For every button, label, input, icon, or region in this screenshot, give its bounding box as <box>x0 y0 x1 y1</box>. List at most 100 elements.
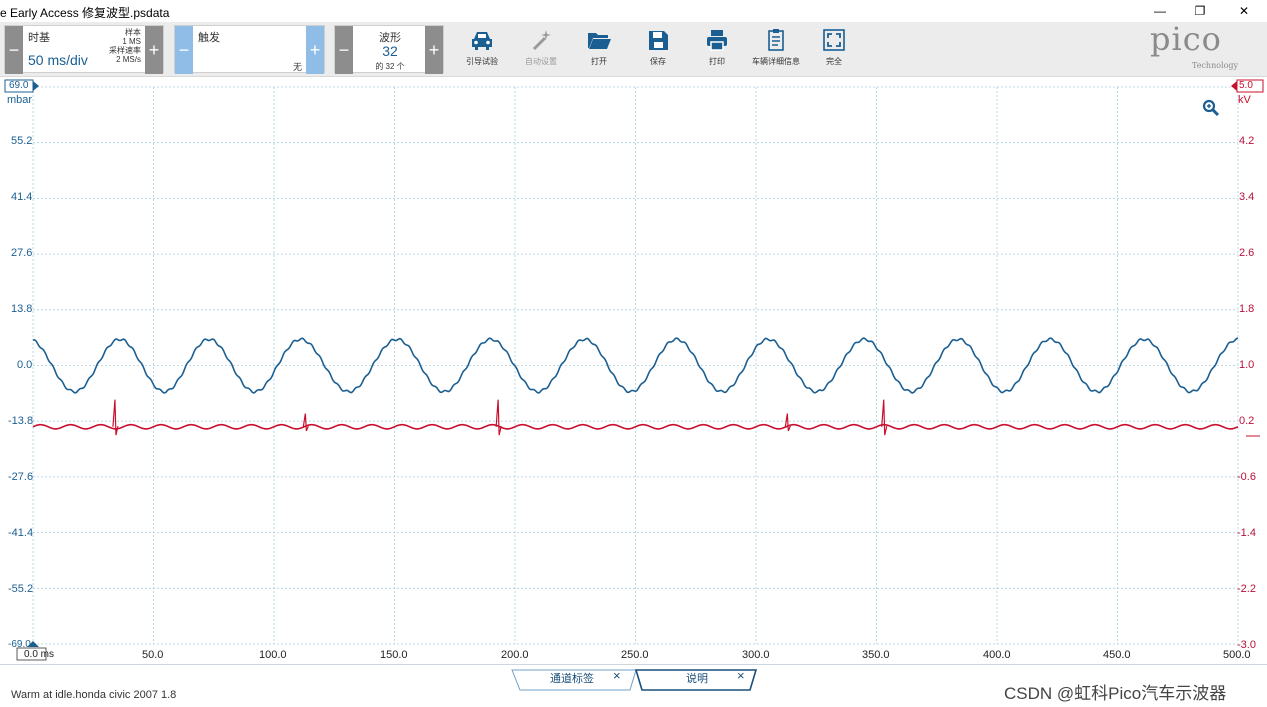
right-top-marker-label[interactable]: 5.0 <box>1239 80 1253 91</box>
x-tick-label: 500.0 <box>1223 649 1251 661</box>
left-tick-label: -13.8 <box>8 415 34 427</box>
waveform-next-button[interactable]: + <box>425 26 443 74</box>
watermark: CSDN @虹科Pico汽车示波器 <box>1004 684 1227 703</box>
ignition-spike <box>302 413 309 432</box>
ignition-spike <box>495 399 502 436</box>
x-tick-label: 250.0 <box>621 649 649 661</box>
fullscreen-label: 完全 <box>826 57 842 66</box>
guided-test-button[interactable]: 引导试验 <box>455 25 509 73</box>
left-unit-label: mbar <box>7 94 33 106</box>
right-tick-label: 3.4 <box>1239 191 1255 203</box>
right-tick-label: -2.2 <box>1237 583 1256 595</box>
x-tick-label: 100.0 <box>259 649 287 661</box>
x-origin-label: 0.0 ms <box>24 649 55 660</box>
sample-info: 样本 1 MS 采样速率 2 MS/s <box>109 28 141 64</box>
tab-notes[interactable]: 说明 <box>686 670 708 689</box>
vehicle-details-button[interactable]: 车辆详细信息 <box>749 25 803 73</box>
auto-setup-button[interactable]: 自动设置 <box>514 25 568 73</box>
open-button[interactable]: 打开 <box>572 25 626 73</box>
left-tick-label: 55.2 <box>11 135 33 147</box>
logo-text: pico <box>1150 20 1222 58</box>
guided-test-label: 引导试验 <box>466 57 498 66</box>
tab-shapes <box>511 669 758 691</box>
save-button[interactable]: 保存 <box>631 25 685 73</box>
trigger-control: − 触发 无 + <box>174 25 325 74</box>
right-tick-label: -3.0 <box>1237 639 1256 651</box>
ignition-spike <box>112 399 119 436</box>
left-top-marker-label[interactable]: 69.0 <box>9 80 29 91</box>
timebase-increase-button[interactable]: + <box>145 26 163 74</box>
car-icon <box>472 32 492 50</box>
magic-wand-icon <box>532 30 551 51</box>
auto-setup-label: 自动设置 <box>525 57 557 66</box>
waveform-previous-button[interactable]: − <box>335 26 353 74</box>
left-tick-label: 27.6 <box>11 247 33 259</box>
rate-value: 2 MS/s <box>116 55 141 64</box>
channel-b-trace <box>32 423 1239 430</box>
waveform-count: 的 32 个 <box>375 62 405 71</box>
folder-open-icon <box>588 33 611 49</box>
bottom-panel: 通道标签 × 说明 × Warm at idle.honda civic 200… <box>0 664 1267 707</box>
left-top-marker <box>4 79 39 93</box>
ignition-spike <box>784 413 791 432</box>
right-tick-label: 0.2 <box>1239 415 1255 427</box>
left-tick-label: 0.0 <box>17 359 33 371</box>
timebase-value[interactable]: 50 ms/div <box>28 52 88 68</box>
trigger-decrease-button[interactable]: − <box>175 26 193 74</box>
left-tick-label: -55.2 <box>8 583 34 595</box>
fullscreen-button[interactable]: 完全 <box>807 25 861 73</box>
timebase-decrease-button[interactable]: − <box>5 26 23 74</box>
tab-channel-labels[interactable]: 通道标签 <box>550 670 594 689</box>
tab-notes-close-button[interactable]: × <box>737 668 745 683</box>
rate-label: 采样速率 <box>109 46 141 55</box>
close-button[interactable]: ✕ <box>1238 4 1250 18</box>
title-bar: e Early Access 修复波型.psdata — ❐ ✕ <box>0 0 1267 22</box>
save-label: 保存 <box>650 57 666 66</box>
timebase-label: 时基 <box>28 32 50 44</box>
print-label: 打印 <box>709 57 725 66</box>
right-tick-label: 4.2 <box>1239 135 1255 147</box>
waveform-label: 波形 <box>379 32 401 44</box>
maximize-button[interactable]: ❐ <box>1194 4 1206 18</box>
left-tick-label: 41.4 <box>11 191 33 203</box>
plot-grid <box>32 86 1239 645</box>
x-tick-label: 150.0 <box>380 649 408 661</box>
print-button[interactable]: 打印 <box>690 25 744 73</box>
notes-text: Warm at idle.honda civic 2007 1.8 <box>11 689 177 701</box>
toolbar: − 时基 50 ms/div 样本 1 MS 采样速率 2 MS/s + − 触… <box>0 20 1267 77</box>
samples-label: 样本 <box>125 28 141 37</box>
pico-logo: pico Technology <box>1150 20 1260 70</box>
trigger-increase-button[interactable]: + <box>306 26 324 74</box>
right-top-marker <box>1231 79 1264 93</box>
scope-plot[interactable] <box>0 78 1267 663</box>
zoom-icon <box>1202 99 1220 117</box>
right-tick-label: 2.6 <box>1239 247 1255 259</box>
trigger-label: 触发 <box>198 32 220 44</box>
right-tick-label: -1.4 <box>1237 527 1256 539</box>
x-tick-label: 50.0 <box>142 649 164 661</box>
fullscreen-icon <box>823 29 845 51</box>
left-tick-label: -41.4 <box>8 527 34 539</box>
right-tick-label: -0.6 <box>1237 471 1256 483</box>
left-tick-label: -27.6 <box>8 471 34 483</box>
right-tick-label: 1.8 <box>1239 303 1255 315</box>
logo-subtext: Technology <box>1192 61 1239 70</box>
minimize-button[interactable]: — <box>1154 4 1166 18</box>
open-label: 打开 <box>591 57 607 66</box>
waveform-control: − 波形 32 的 32 个 + <box>334 25 444 74</box>
x-tick-label: 300.0 <box>742 649 770 661</box>
tab-channel-labels-close-button[interactable]: × <box>613 668 621 683</box>
clipboard-icon <box>768 29 784 51</box>
left-bottom-marker-label[interactable]: -69.0 <box>8 639 31 650</box>
x-tick-label: 400.0 <box>983 649 1011 661</box>
left-tick-label: 13.8 <box>11 303 33 315</box>
right-tick-label: 1.0 <box>1239 359 1255 371</box>
printer-icon <box>707 30 727 51</box>
right-unit-label: kV <box>1238 94 1251 106</box>
trigger-value[interactable]: 无 <box>292 62 302 72</box>
waveform-number[interactable]: 32 <box>382 43 398 59</box>
samples-value[interactable]: 1 MS <box>122 37 141 46</box>
timebase-control: − 时基 50 ms/div 样本 1 MS 采样速率 2 MS/s + <box>4 25 164 74</box>
x-tick-label: 450.0 <box>1103 649 1131 661</box>
floppy-disk-icon <box>649 31 668 50</box>
